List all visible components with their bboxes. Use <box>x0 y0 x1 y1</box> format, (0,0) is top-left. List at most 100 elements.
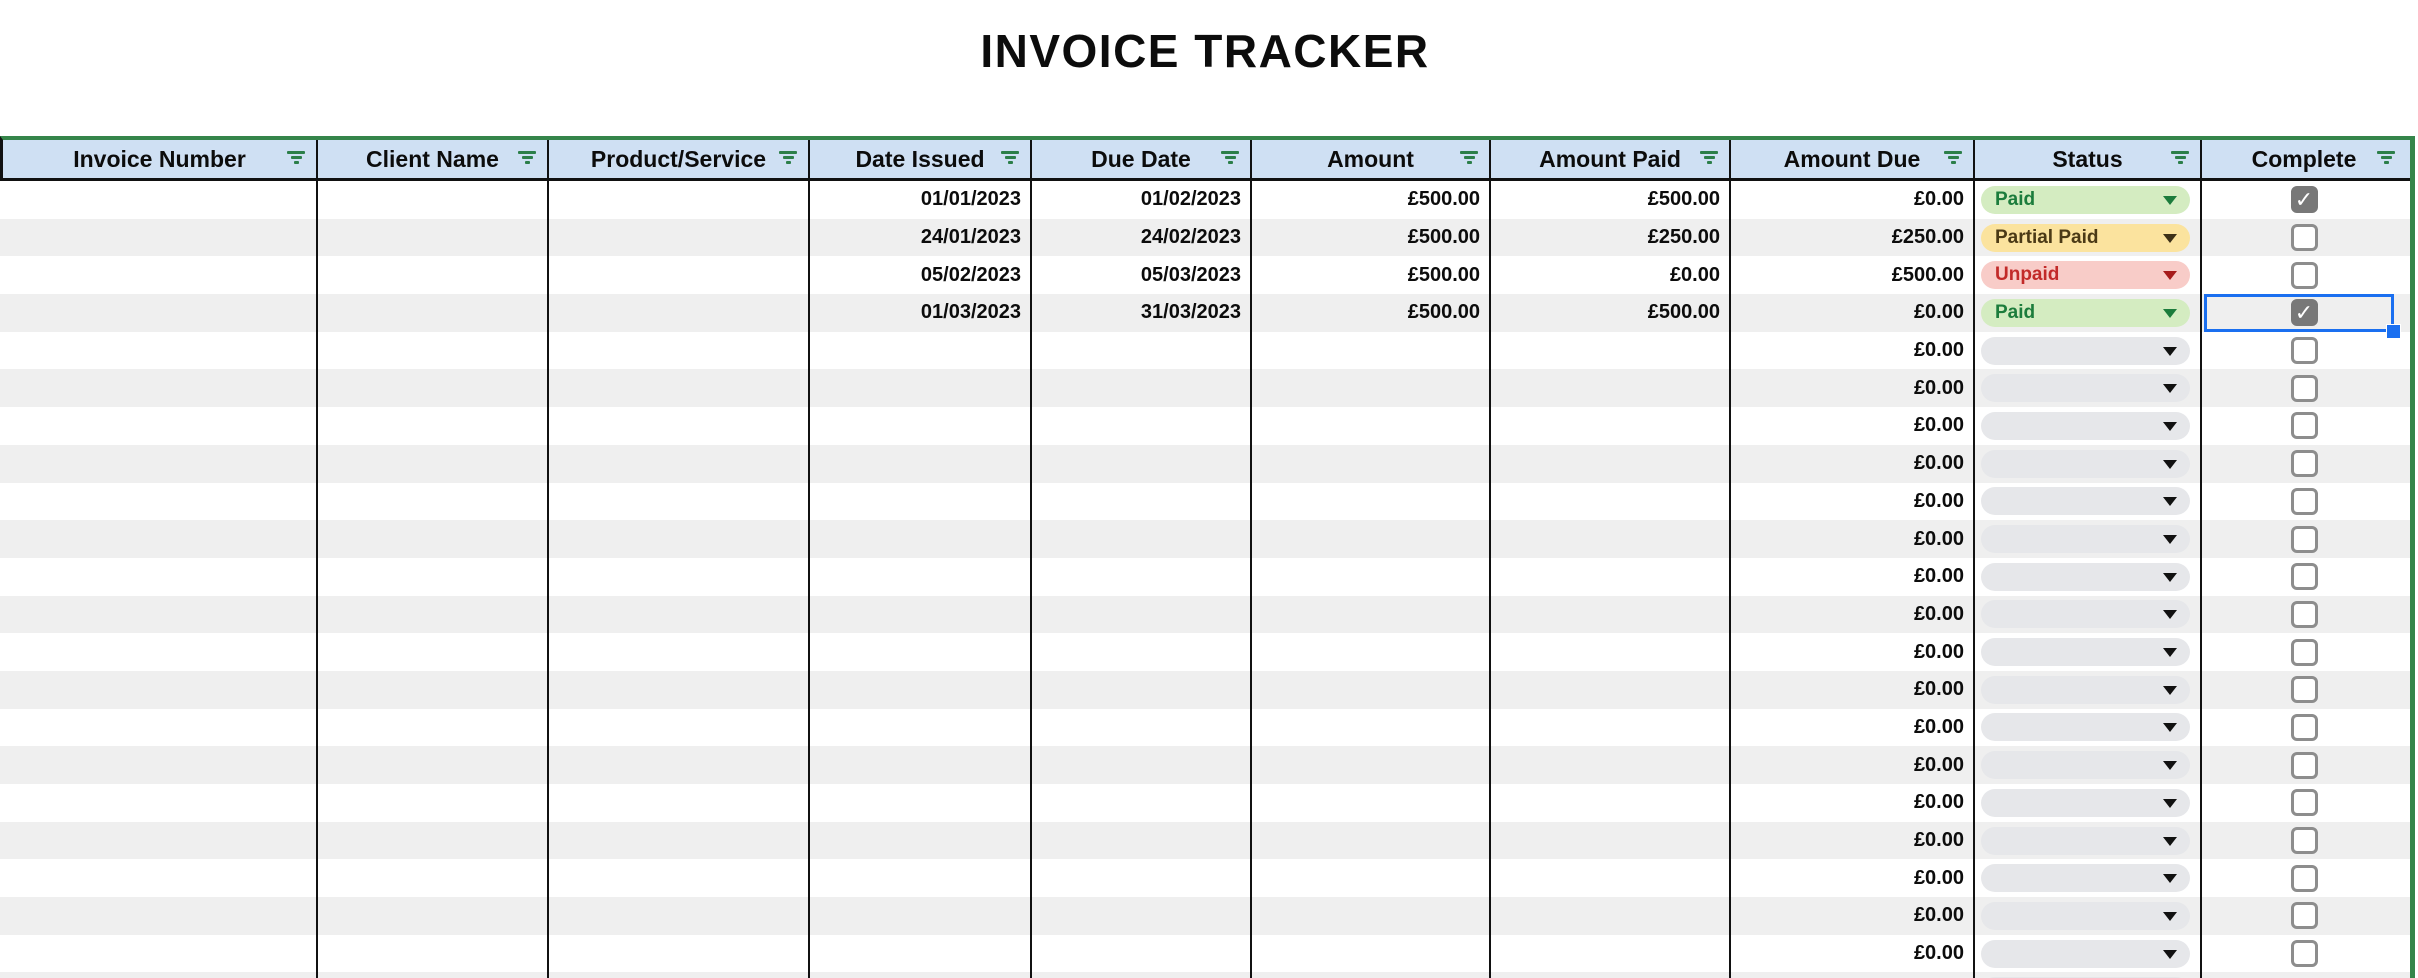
cell-product-service[interactable] <box>549 784 810 822</box>
cell-client-name[interactable] <box>318 708 549 747</box>
filter-icon[interactable] <box>1220 151 1240 167</box>
cell-amount-due[interactable]: £0.00 <box>1731 331 1975 370</box>
cell-status[interactable]: Paid <box>1975 181 2202 219</box>
cell-complete[interactable] <box>2202 445 2406 483</box>
cell-invoice-number[interactable] <box>0 331 318 370</box>
cell-amount-due[interactable]: £0.00 <box>1731 670 1975 709</box>
cell-due-date[interactable] <box>1032 859 1252 898</box>
status-dropdown[interactable] <box>1981 788 2190 817</box>
cell-client-name[interactable] <box>318 407 549 445</box>
cell-invoice-number[interactable] <box>0 784 318 822</box>
cell-invoice-number[interactable] <box>0 218 318 257</box>
cell-client-name[interactable] <box>318 633 549 671</box>
cell-status[interactable] <box>1975 972 2202 978</box>
cell-client-name[interactable] <box>318 444 549 483</box>
status-dropdown[interactable] <box>1981 713 2190 742</box>
cell-client-name[interactable] <box>318 256 549 295</box>
cell-client-name[interactable] <box>318 670 549 709</box>
header-cell-invoice-number[interactable]: Invoice Number <box>3 140 318 178</box>
cell-client-name[interactable] <box>318 181 549 219</box>
cell-complete[interactable] <box>2202 219 2406 257</box>
cell-date-issued[interactable] <box>810 859 1032 898</box>
cell-date-issued[interactable] <box>810 897 1032 935</box>
header-cell-status[interactable]: Status <box>1975 140 2202 178</box>
cell-invoice-number[interactable] <box>0 444 318 483</box>
cell-amount-paid[interactable] <box>1491 520 1731 558</box>
cell-amount-paid[interactable] <box>1491 331 1731 370</box>
cell-status[interactable] <box>1975 369 2202 408</box>
checkbox-unchecked[interactable] <box>2290 827 2318 855</box>
filter-icon[interactable] <box>286 151 306 167</box>
checkbox-unchecked[interactable] <box>2290 638 2318 666</box>
header-cell-amount-paid[interactable]: Amount Paid <box>1491 140 1731 178</box>
checkbox-unchecked[interactable] <box>2290 600 2318 628</box>
cell-invoice-number[interactable] <box>0 897 318 935</box>
cell-invoice-number[interactable] <box>0 256 318 295</box>
cell-product-service[interactable] <box>549 746 810 784</box>
cell-status[interactable] <box>1975 633 2202 671</box>
cell-complete[interactable] <box>2202 483 2406 521</box>
cell-amount-paid[interactable] <box>1491 934 1731 973</box>
cell-amount[interactable] <box>1252 633 1491 671</box>
cell-date-issued[interactable]: 01/01/2023 <box>810 181 1032 219</box>
cell-amount-due[interactable]: £0.00 <box>1731 294 1975 332</box>
filter-icon[interactable] <box>2376 151 2396 167</box>
cell-invoice-number[interactable] <box>0 294 318 332</box>
cell-complete[interactable] <box>2202 972 2406 978</box>
cell-product-service[interactable] <box>549 557 810 596</box>
cell-client-name[interactable] <box>318 520 549 558</box>
cell-date-issued[interactable] <box>810 821 1032 860</box>
cell-product-service[interactable] <box>549 218 810 257</box>
cell-date-issued[interactable] <box>810 633 1032 671</box>
cell-invoice-number[interactable] <box>0 972 318 978</box>
cell-amount-due[interactable]: £500.00 <box>1731 256 1975 295</box>
cell-complete[interactable] <box>2202 709 2406 747</box>
cell-amount-due[interactable]: £0.00 <box>1731 482 1975 521</box>
cell-amount-due[interactable]: £0.00 <box>1731 595 1975 634</box>
cell-amount[interactable] <box>1252 407 1491 445</box>
checkbox-checked[interactable]: ✓ <box>2290 186 2318 214</box>
checkbox-unchecked[interactable] <box>2290 563 2318 591</box>
cell-complete[interactable] <box>2202 256 2406 294</box>
header-cell-complete[interactable]: Complete <box>2202 140 2406 178</box>
cell-status[interactable] <box>1975 482 2202 521</box>
cell-client-name[interactable] <box>318 972 549 978</box>
cell-product-service[interactable] <box>549 972 810 978</box>
status-dropdown[interactable] <box>1981 864 2190 893</box>
cell-amount-paid[interactable]: £500.00 <box>1491 294 1731 332</box>
checkbox-unchecked[interactable] <box>2290 864 2318 892</box>
cell-amount-paid[interactable] <box>1491 972 1731 978</box>
cell-due-date[interactable] <box>1032 331 1252 370</box>
cell-invoice-number[interactable] <box>0 595 318 634</box>
cell-complete[interactable] <box>2202 935 2406 973</box>
cell-complete[interactable] <box>2202 369 2406 407</box>
status-dropdown[interactable] <box>1981 411 2190 440</box>
cell-complete[interactable] <box>2202 822 2406 860</box>
cell-status[interactable] <box>1975 897 2202 935</box>
cell-amount-due[interactable] <box>1731 972 1975 978</box>
cell-product-service[interactable] <box>549 821 810 860</box>
cell-amount[interactable] <box>1252 821 1491 860</box>
cell-date-issued[interactable] <box>810 784 1032 822</box>
filter-icon[interactable] <box>1943 151 1963 167</box>
cell-due-date[interactable] <box>1032 821 1252 860</box>
cell-product-service[interactable] <box>549 294 810 332</box>
cell-due-date[interactable] <box>1032 784 1252 822</box>
header-cell-amount-due[interactable]: Amount Due <box>1731 140 1975 178</box>
checkbox-unchecked[interactable] <box>2290 374 2318 402</box>
cell-status[interactable] <box>1975 557 2202 596</box>
status-dropdown[interactable] <box>1981 525 2190 554</box>
cell-client-name[interactable] <box>318 859 549 898</box>
cell-product-service[interactable] <box>549 369 810 408</box>
cell-date-issued[interactable] <box>810 331 1032 370</box>
cell-client-name[interactable] <box>318 595 549 634</box>
filter-icon[interactable] <box>1699 151 1719 167</box>
cell-date-issued[interactable] <box>810 595 1032 634</box>
cell-product-service[interactable] <box>549 595 810 634</box>
cell-complete[interactable] <box>2202 596 2406 634</box>
cell-due-date[interactable] <box>1032 670 1252 709</box>
status-dropdown[interactable] <box>1981 638 2190 667</box>
cell-amount-due[interactable]: £0.00 <box>1731 859 1975 898</box>
cell-product-service[interactable] <box>549 482 810 521</box>
cell-product-service[interactable] <box>549 256 810 295</box>
